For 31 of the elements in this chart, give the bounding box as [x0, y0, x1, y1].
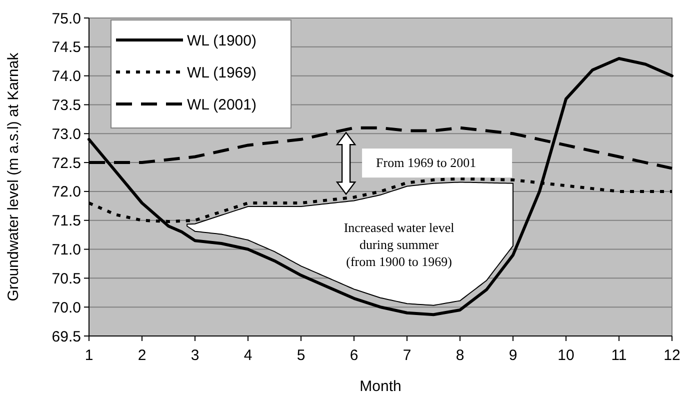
- x-tick-label: 4: [244, 347, 252, 364]
- legend-label: WL (1969): [187, 64, 256, 82]
- x-tick-label: 3: [190, 347, 200, 364]
- annotation: From 1969 to 2001: [376, 155, 476, 170]
- x-tick-label: 6: [350, 347, 358, 364]
- annotation: Increased water level during summer (from 1900 to 1969): [344, 220, 455, 269]
- x-tick-label: 5: [296, 347, 306, 364]
- y-axis-title: Groundwater level (m a.s.l) at Karnak: [5, 52, 22, 302]
- y-tick-label: 70.0: [52, 299, 81, 316]
- y-tick-label: 72.0: [52, 184, 81, 201]
- y-tick-label: 72.5: [52, 154, 81, 172]
- y-tick-label: 71.0: [52, 242, 81, 259]
- y-tick-label: 73.5: [52, 96, 81, 114]
- x-tick-label: 2: [138, 347, 146, 364]
- y-tick-label: 69.5: [52, 328, 81, 346]
- x-tick-label: 7: [402, 347, 412, 364]
- y-tick-label: 73.0: [52, 126, 81, 143]
- y-tick-label: 75.0: [52, 10, 81, 28]
- x-axis-title: Month: [360, 378, 402, 395]
- x-tick-label: 8: [456, 347, 464, 364]
- y-tick-label: 74.5: [52, 39, 81, 56]
- x-tick-label: 11: [611, 347, 627, 364]
- x-tick-label: 10: [558, 347, 574, 364]
- x-tick-label: 12: [664, 347, 680, 364]
- y-tick-label: 74.0: [52, 68, 81, 86]
- y-tick-label: 70.5: [52, 270, 81, 288]
- legend-label: WL (2001): [187, 96, 256, 114]
- x-tick-label: 9: [508, 347, 518, 364]
- x-tick-label: 1: [84, 347, 94, 364]
- legend-label: WL (1900): [187, 32, 256, 50]
- y-tick-label: 71.5: [52, 212, 81, 230]
